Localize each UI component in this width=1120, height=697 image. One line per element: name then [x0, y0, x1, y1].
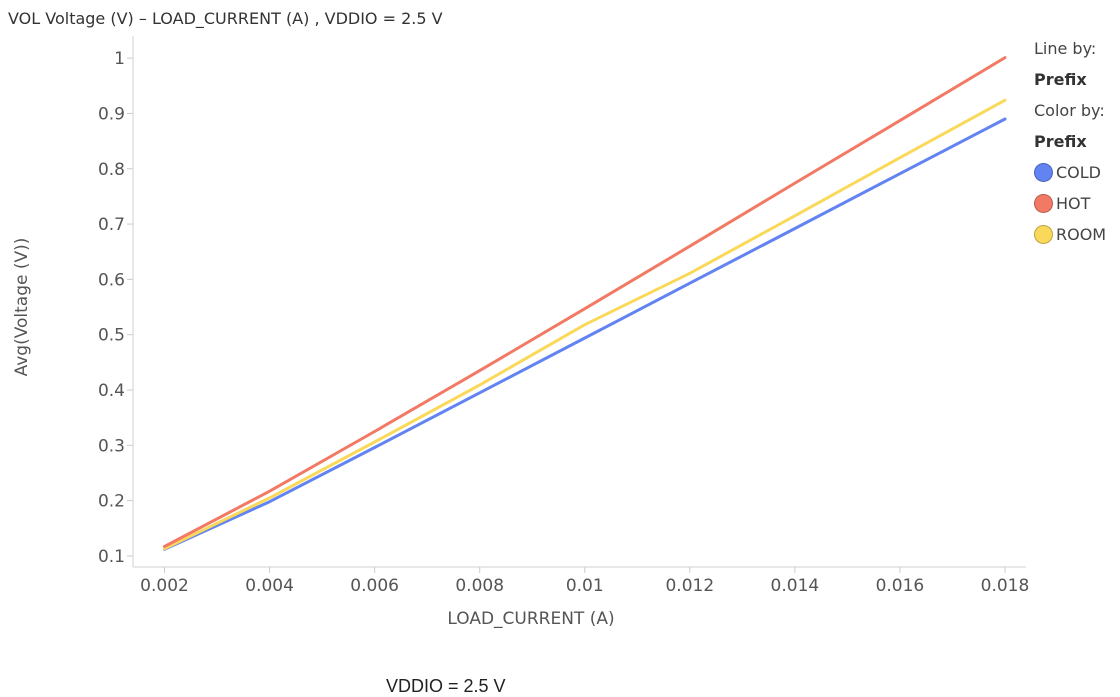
x-tick-label: 0.018: [981, 576, 1030, 596]
x-tick-label: 0.008: [455, 576, 504, 596]
legend-line-by-label: Line by:: [1034, 39, 1097, 58]
y-tick-label: 0.7: [98, 215, 125, 235]
y-tick-label: 0.8: [98, 160, 125, 180]
y-tick-label: 0.1: [98, 547, 125, 567]
legend-item-label: ROOM: [1056, 225, 1107, 244]
x-axis-title: LOAD_CURRENT (A): [447, 609, 614, 629]
x-axis-ticks: 0.002 0.004 0.006 0.008 0.01 0.012 0.014 0.016 0…: [140, 567, 1029, 596]
footer-label: VDDIO = 2.5 V: [386, 676, 506, 696]
series-line-hot: [163, 56, 1007, 548]
y-tick-label: 0.2: [98, 492, 125, 512]
y-tick-label: 0.3: [98, 436, 125, 456]
series-line-cold: [163, 117, 1007, 551]
chart-title: VOL Voltage (V) – LOAD_CURRENT (A) , VDD…: [8, 9, 443, 28]
y-tick-label: 1: [114, 49, 125, 69]
x-tick-label: 0.002: [140, 576, 189, 596]
legend-item-room[interactable]: ROOM: [1034, 223, 1106, 254]
legend-color-by-label: Color by:: [1034, 101, 1105, 120]
y-tick-label: 0.6: [98, 270, 125, 290]
legend-swatch-hot: [1034, 194, 1053, 213]
legend-item-label: HOT: [1056, 194, 1091, 213]
legend-swatch-cold: [1034, 163, 1053, 182]
x-tick-label: 0.014: [771, 576, 820, 596]
axes: [132, 36, 1026, 568]
legend-item-cold[interactable]: COLD: [1034, 161, 1106, 192]
y-tick-label: 0.4: [98, 381, 125, 401]
legend-swatch-room: [1034, 225, 1053, 244]
legend-color-by-value[interactable]: Prefix: [1034, 132, 1087, 151]
legend-item-label: COLD: [1056, 163, 1101, 182]
x-tick-label: 0.012: [665, 576, 714, 596]
legend: Line by: Prefix Color by: Prefix COLD HO…: [1034, 37, 1106, 254]
series-line-room: [163, 98, 1007, 551]
x-tick-label: 0.006: [350, 576, 399, 596]
y-tick-label: 0.5: [98, 326, 125, 346]
x-tick-label: 0.01: [566, 576, 604, 596]
legend-item-hot[interactable]: HOT: [1034, 192, 1106, 223]
y-tick-label: 0.9: [98, 104, 125, 124]
series-lines: [163, 56, 1007, 551]
line-chart: 0.10.20.30.40.50.60.70.80.91 0.002 0.004 0…: [12, 36, 1029, 629]
y-axis-title: Avg(Voltage (V)): [12, 238, 32, 377]
x-tick-label: 0.016: [876, 576, 925, 596]
y-axis-ticks: 0.1 0.2 0.3 0.4 0.5 0.6 0.7 0.8 0.9 1: [98, 49, 133, 567]
x-tick-label: 0.004: [245, 576, 294, 596]
legend-line-by-value[interactable]: Prefix: [1034, 70, 1087, 89]
